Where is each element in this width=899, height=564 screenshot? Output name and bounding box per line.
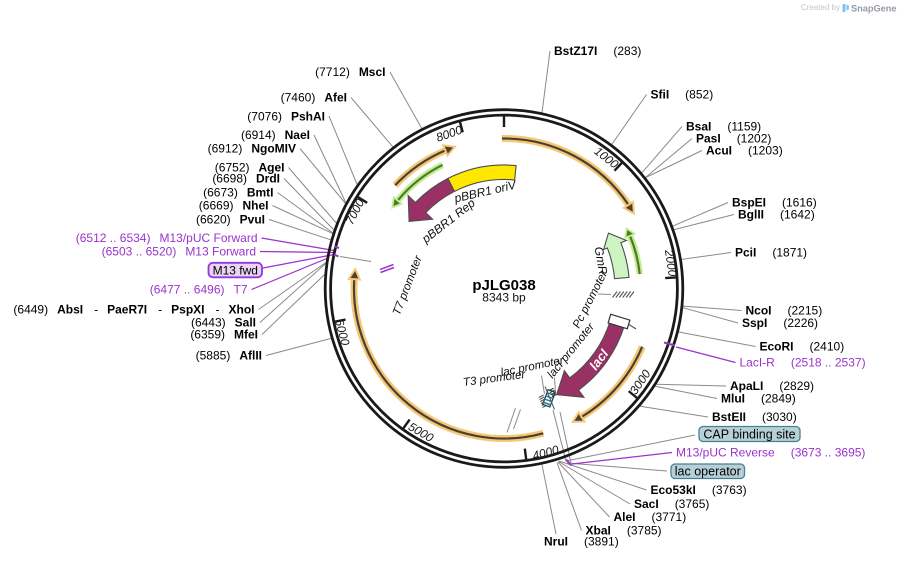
svg-text:XbaI(3785): XbaI (3785) <box>586 524 662 538</box>
svg-text:(5885)AflII: (5885) AflII <box>196 349 262 363</box>
svg-text:(6449)AbsI-PaeR7I-PspXI-XhoI: (6449) AbsI - PaeR7I - PspXI - XhoI <box>13 303 254 317</box>
svg-text:(6477 .. 6496)T7: (6477 .. 6496) T7 <box>150 283 248 297</box>
svg-text:(6503 .. 6520)M13 Forward: (6503 .. 6520) M13 Forward <box>102 245 256 259</box>
svg-text:(6512 .. 6534)M13/pUC Forward: (6512 .. 6534) M13/pUC Forward <box>76 231 258 245</box>
svg-text:SspI(2226): SspI (2226) <box>742 316 818 330</box>
svg-text:ApaLI(2829): ApaLI (2829) <box>730 379 814 393</box>
svg-text:BstEII(3030): BstEII (3030) <box>712 410 797 424</box>
svg-text:6000: 6000 <box>332 318 353 348</box>
svg-text:(6673)BmtI: (6673) BmtI <box>203 186 273 200</box>
svg-text:SnapGene: SnapGene <box>851 4 896 14</box>
svg-text:(6443)SalI: (6443) SalI <box>191 316 256 330</box>
svg-text:BspEI(1616): BspEI (1616) <box>732 196 817 210</box>
svg-text:CAP binding site: CAP binding site <box>703 427 795 441</box>
svg-text:Eco53kI(3763): Eco53kI (3763) <box>651 483 747 497</box>
svg-text:4000: 4000 <box>531 442 561 462</box>
svg-text:PciI(1871): PciI (1871) <box>735 246 807 260</box>
svg-text:NcoI(2215): NcoI (2215) <box>746 304 823 318</box>
svg-text:MluI(2849): MluI (2849) <box>721 392 796 406</box>
svg-text:GmR: GmR <box>592 246 611 276</box>
svg-text:(6752)AgeI: (6752) AgeI <box>215 161 285 175</box>
svg-text:(6698)DrdI: (6698) DrdI <box>212 172 280 186</box>
svg-text:PasI(1202): PasI (1202) <box>696 132 771 146</box>
svg-text:(6669)NheI: (6669) NheI <box>199 199 269 213</box>
svg-text:AcuI(1203): AcuI (1203) <box>706 144 783 158</box>
svg-text:pJLG038: pJLG038 <box>472 277 535 294</box>
svg-text:lac operator: lac operator <box>675 465 741 479</box>
svg-text:(6359)MfeI: (6359) MfeI <box>190 328 258 342</box>
svg-text:BstZ17I(283): BstZ17I (283) <box>554 44 641 58</box>
svg-text:(6912)NgoMIV: (6912) NgoMIV <box>208 142 296 156</box>
svg-text:BsaI(1159): BsaI (1159) <box>686 120 761 134</box>
svg-text:M13/pUC Reverse(3673 .. 3695): M13/pUC Reverse (3673 .. 3695) <box>676 446 865 460</box>
svg-text:SacI(3765): SacI (3765) <box>634 497 709 511</box>
svg-text:(7076)PshAI: (7076) PshAI <box>247 110 325 124</box>
svg-text:AleI(3771): AleI (3771) <box>614 510 687 524</box>
svg-text:(7712)MscI: (7712) MscI <box>315 65 385 79</box>
svg-text:EcoRI(2410): EcoRI (2410) <box>760 340 845 354</box>
svg-text:SfiI(852): SfiI (852) <box>651 88 714 102</box>
svg-text:BglII(1642): BglII (1642) <box>738 208 815 222</box>
svg-text:8343 bp: 8343 bp <box>482 291 526 305</box>
svg-text:M13 fwd: M13 fwd <box>213 263 258 277</box>
svg-text:(6620)PvuI: (6620) PvuI <box>196 213 265 227</box>
svg-text:2000: 2000 <box>662 248 680 278</box>
svg-text:NruI(3891): NruI (3891) <box>544 535 619 549</box>
svg-text:(7460)AfeI: (7460) AfeI <box>281 91 347 105</box>
svg-text:(6914)NaeI: (6914) NaeI <box>241 128 310 142</box>
svg-text:Created by: Created by <box>801 3 840 12</box>
svg-text:LacI-R(2518 .. 2537): LacI-R (2518 .. 2537) <box>740 356 866 370</box>
